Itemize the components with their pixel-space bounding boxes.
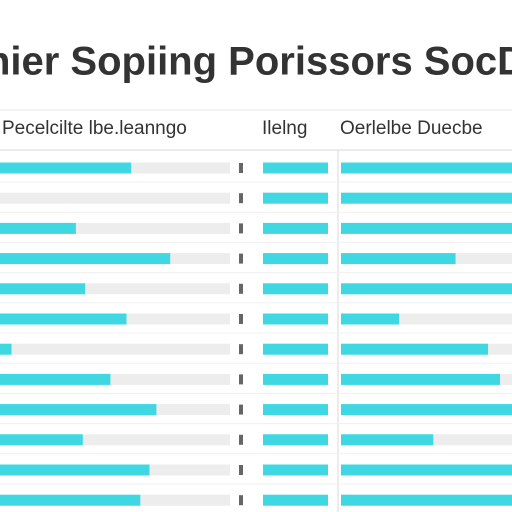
bar xyxy=(263,222,328,234)
bar xyxy=(341,253,456,265)
bar-track xyxy=(0,434,230,446)
bar xyxy=(341,404,512,416)
bar xyxy=(0,253,171,265)
bar xyxy=(341,162,512,174)
bar xyxy=(0,494,141,506)
bar xyxy=(0,464,150,476)
bar-track xyxy=(0,343,230,355)
bar xyxy=(341,434,434,446)
row-glyph xyxy=(239,495,243,506)
bar xyxy=(263,192,328,204)
bar xyxy=(263,343,328,355)
bar xyxy=(0,404,157,416)
bar xyxy=(0,313,127,325)
bar xyxy=(341,192,512,204)
row-glyph xyxy=(239,465,243,475)
page-title: nier Sopiing Porissors SocD xyxy=(0,40,512,84)
bar xyxy=(0,162,132,174)
bar xyxy=(341,343,489,355)
bar xyxy=(0,222,76,234)
row-glyph xyxy=(239,223,243,234)
row-glyph xyxy=(239,163,243,173)
row-glyph xyxy=(239,434,243,445)
bar xyxy=(263,494,328,506)
bar-track xyxy=(0,192,230,204)
bar xyxy=(263,464,328,476)
row-glyph xyxy=(239,314,243,324)
bar xyxy=(0,283,86,295)
bar xyxy=(341,494,512,506)
bar xyxy=(341,222,512,234)
bar xyxy=(0,343,12,355)
bar xyxy=(263,373,328,385)
row-glyph xyxy=(239,404,243,415)
bar-track xyxy=(0,373,230,385)
column-header: Ilelng xyxy=(262,118,307,139)
bar xyxy=(263,434,328,446)
bar xyxy=(0,373,111,385)
bar-track xyxy=(0,222,230,234)
row-glyph xyxy=(239,374,243,385)
bar xyxy=(263,162,328,174)
row-glyph xyxy=(239,193,243,204)
bar xyxy=(263,283,328,295)
column-header: Pecelcilte lbe.leanngo xyxy=(2,118,187,139)
bar xyxy=(263,404,328,416)
row-glyph xyxy=(239,283,243,294)
bar xyxy=(341,373,501,385)
bar-track xyxy=(341,313,512,325)
bar xyxy=(341,313,400,325)
bar xyxy=(263,253,328,265)
bar xyxy=(0,434,83,446)
bar xyxy=(341,464,512,476)
bar-track xyxy=(0,283,230,295)
bar xyxy=(341,283,512,295)
row-glyph xyxy=(239,253,243,264)
column-header: Oerlelbe Duecbe xyxy=(340,118,483,139)
bar xyxy=(263,313,328,325)
row-glyph xyxy=(239,344,243,355)
